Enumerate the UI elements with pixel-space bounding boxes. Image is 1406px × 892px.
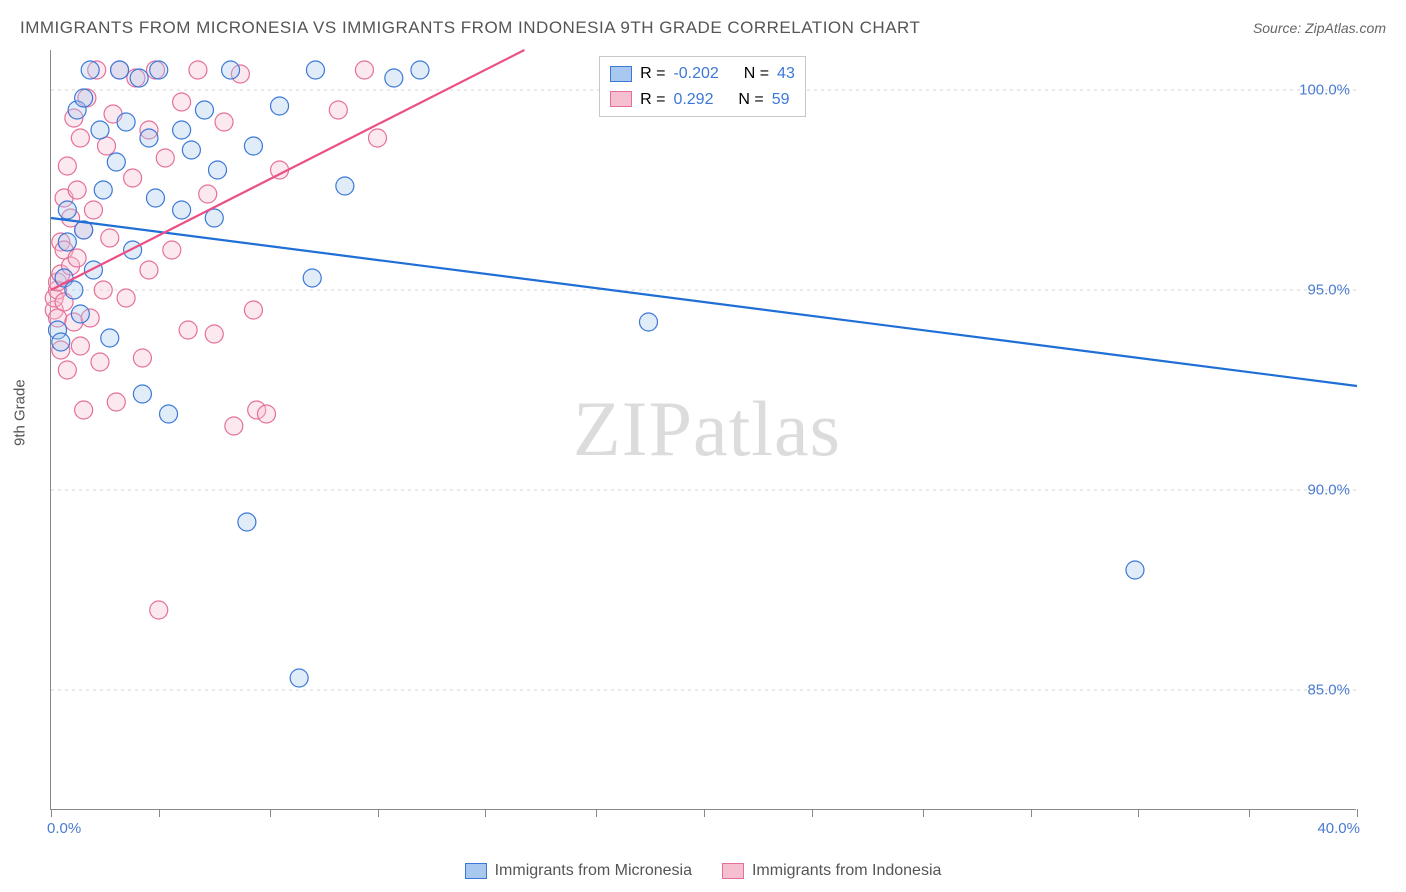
n-value-indonesia: 59 [772,87,790,113]
r-value-indonesia: 0.292 [673,87,713,113]
swatch-indonesia [610,91,632,107]
x-tick [1249,809,1250,817]
stats-row-micronesia: R = -0.202 N = 43 [610,61,795,87]
series-legend: Immigrants from Micronesia Immigrants fr… [0,862,1406,880]
x-tick [1138,809,1139,817]
y-tick-label: 95.0% [1307,282,1350,299]
stats-legend: R = -0.202 N = 43 R = 0.292 N = 59 [599,56,806,117]
y-axis-title: 9th Grade [12,379,29,446]
x-tick [812,809,813,817]
gridlines [51,90,1357,690]
plot-area: ZIPatlas R = -0.202 N = 43 R = 0.292 [50,50,1356,810]
swatch-micronesia [610,66,632,82]
source-attribution: Source: ZipAtlas.com [1253,20,1386,36]
x-tick [270,809,271,817]
x-tick [923,809,924,817]
x-tick-label-start: 0.0% [47,820,81,837]
swatch-micronesia [465,863,487,879]
source-value: ZipAtlas.com [1305,20,1386,36]
correlation-chart: IMMIGRANTS FROM MICRONESIA VS IMMIGRANTS… [0,0,1406,892]
legend-item-indonesia: Immigrants from Indonesia [722,862,941,880]
source-label: Source: [1253,20,1301,36]
x-tick [378,809,379,817]
x-tick [159,809,160,817]
legend-label-micronesia: Immigrants from Micronesia [495,862,692,880]
r-value-micronesia: -0.202 [673,61,718,87]
header-row: IMMIGRANTS FROM MICRONESIA VS IMMIGRANTS… [20,18,1386,38]
stats-row-indonesia: R = 0.292 N = 59 [610,87,795,113]
n-label: N = [744,61,769,87]
y-tick-label: 85.0% [1307,682,1350,699]
chart-title: IMMIGRANTS FROM MICRONESIA VS IMMIGRANTS… [20,18,920,38]
n-label: N = [738,87,763,113]
x-tick [1357,809,1358,817]
legend-item-micronesia: Immigrants from Micronesia [465,862,692,880]
x-tick [1031,809,1032,817]
n-value-micronesia: 43 [777,61,795,87]
swatch-indonesia [722,863,744,879]
x-tick [51,809,52,817]
legend-label-indonesia: Immigrants from Indonesia [752,862,941,880]
series-micronesia [49,61,1144,687]
x-tick-label-end: 40.0% [1317,820,1360,837]
r-label: R = [640,61,665,87]
x-tick [704,809,705,817]
r-label: R = [640,87,665,113]
x-tick [485,809,486,817]
x-tick [596,809,597,817]
scatter-svg [51,50,1356,809]
y-tick-label: 90.0% [1307,482,1350,499]
y-tick-label: 100.0% [1299,82,1350,99]
